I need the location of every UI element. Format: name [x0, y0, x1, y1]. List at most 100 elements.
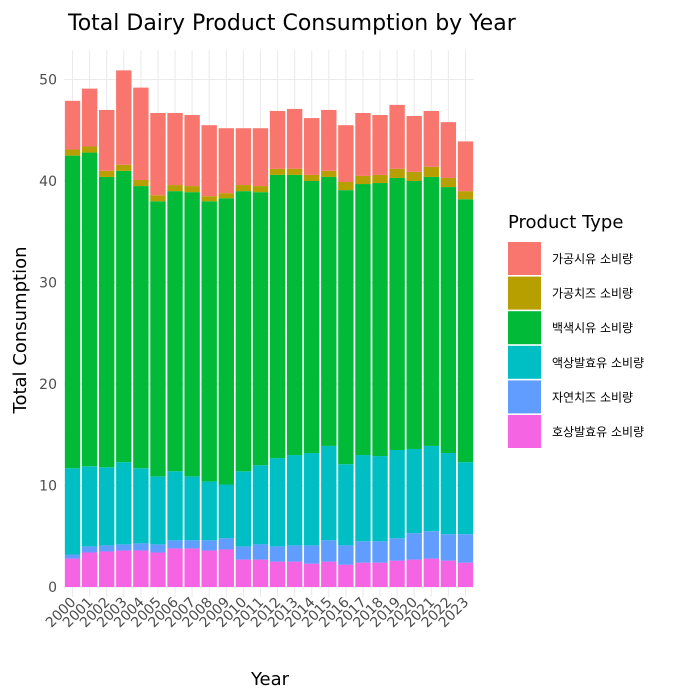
bar-segment [81, 146, 98, 153]
bar-segment [440, 122, 457, 178]
bar-segment [116, 544, 132, 551]
bar-segment [252, 186, 269, 193]
bar-segment [184, 548, 200, 587]
chart-title: Total Dairy Product Consumption by Year [67, 11, 517, 36]
bar-segment [423, 531, 439, 559]
bar-segment [423, 166, 439, 177]
bar-segment [269, 174, 286, 459]
bar-segment [440, 187, 457, 454]
legend-label: 가공치즈 소비량 [552, 287, 633, 301]
bar-segment [64, 149, 81, 156]
bar-segment [99, 545, 115, 552]
bar-segment [235, 128, 252, 186]
y-tick-label: 50 [39, 73, 57, 89]
bar-segment [81, 546, 98, 553]
bar-segment [286, 168, 303, 175]
bar-segment [252, 128, 269, 187]
bar-segment [133, 87, 149, 180]
bar-segment [269, 546, 286, 562]
bar-segment [457, 199, 474, 463]
bar-segment [286, 174, 303, 456]
bar-segment [440, 453, 457, 535]
legend-swatch [508, 380, 541, 414]
bar-segment [269, 561, 286, 587]
bar-segment [338, 545, 354, 565]
bar-segment [304, 563, 320, 587]
bar-segment [252, 465, 269, 545]
bar-segment [116, 70, 132, 165]
bar-segment [304, 174, 320, 181]
bar-segment [406, 533, 422, 560]
bar-segment [355, 541, 371, 563]
bar-segment [99, 467, 115, 546]
bar-segment [184, 476, 200, 541]
bar-segment [116, 164, 132, 171]
legend-swatch [508, 276, 541, 310]
bar-segment [355, 562, 371, 587]
bar-segment [286, 108, 303, 169]
legend-label: 자연치즈 소비량 [552, 390, 633, 404]
y-axis-title: Total Consumption [10, 247, 31, 415]
bar-segment [321, 170, 337, 177]
bar-segment [184, 192, 200, 477]
bar-segment [64, 155, 81, 469]
bar-segment [372, 174, 388, 184]
bar-segment [372, 183, 388, 457]
bar-segment [116, 550, 132, 587]
bar-segment [201, 196, 217, 202]
bars [64, 70, 474, 587]
bar-segment [201, 540, 217, 551]
bar-segment [133, 468, 149, 544]
bar-segment [372, 456, 388, 542]
bar-segment [133, 179, 149, 187]
bar-segment [167, 191, 183, 472]
bar-segment [150, 195, 166, 202]
legend-swatch [508, 242, 541, 275]
bar-segment [423, 558, 439, 587]
bar-segment [133, 543, 149, 551]
bar-segment [321, 176, 337, 446]
bar-segment [64, 558, 81, 587]
bar-segment [406, 181, 422, 449]
bar-segment [286, 455, 303, 546]
bar-segment [150, 552, 166, 587]
y-tick-label: 20 [39, 377, 57, 393]
legend-label: 호상발효유 소비량 [552, 425, 644, 439]
bar-segment [201, 481, 217, 541]
x-axis-ticks: 2000200120022003200420052006200720082009… [43, 594, 472, 631]
bar-segment [321, 445, 337, 541]
bar-segment [304, 545, 320, 564]
bar-segment [184, 540, 200, 549]
bar-segment [321, 109, 337, 171]
bar-segment [81, 152, 98, 467]
bar-segment [269, 110, 286, 169]
bar-segment [406, 171, 422, 181]
bar-segment [116, 462, 132, 545]
bar-segment [389, 560, 405, 587]
bar-segment [321, 561, 337, 587]
bar-segment [440, 177, 457, 188]
bar-segment [116, 170, 132, 463]
bar-segment [252, 559, 269, 587]
bar-segment [150, 544, 166, 553]
legend-title: Product Type [508, 212, 623, 233]
bar-segment [372, 541, 388, 563]
bar-segment [184, 186, 200, 193]
y-tick-label: 0 [48, 580, 57, 596]
bar-segment [201, 201, 217, 482]
bar-segment [99, 109, 115, 171]
bar-segment [201, 125, 217, 197]
bar-segment [99, 551, 115, 587]
bar-segment [150, 201, 166, 477]
bar-segment [389, 538, 405, 561]
bar-segment [99, 170, 115, 177]
bar-segment [235, 191, 252, 472]
y-tick-label: 30 [39, 276, 57, 292]
bar-segment [269, 168, 286, 175]
bar-segment [423, 445, 439, 532]
bar-segment [423, 176, 439, 446]
bar-segment [150, 112, 166, 196]
bar-segment [457, 141, 474, 192]
bar-segment [99, 176, 115, 468]
